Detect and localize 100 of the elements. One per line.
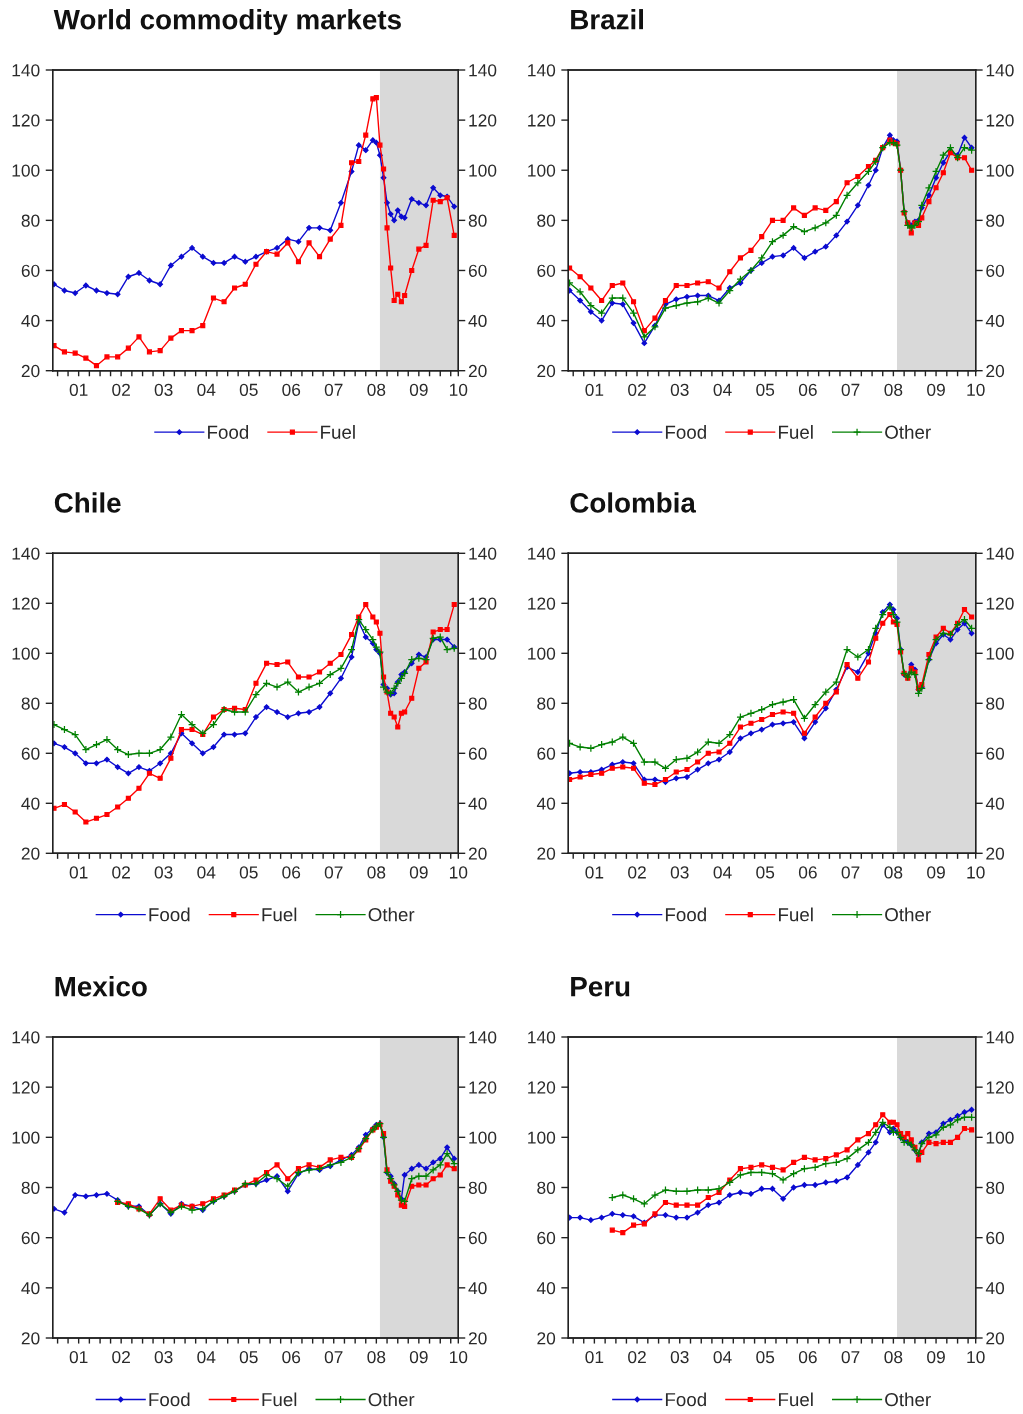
chart-title: Mexico <box>55 976 147 997</box>
y2-tick-label: 20 <box>468 847 487 860</box>
x-tick-label: 04 <box>197 383 216 396</box>
y-tick-label: 20 <box>21 1332 40 1345</box>
x-tick-label: 04 <box>713 383 732 396</box>
y2-tick-label: 20 <box>468 364 487 378</box>
y-tick-label: 100 <box>528 647 556 660</box>
y2-tick-label: 20 <box>986 847 1005 860</box>
x-tick-label: 05 <box>239 866 258 879</box>
legend-label: Other <box>885 907 931 922</box>
y-tick-label: 60 <box>537 747 556 760</box>
x-tick-label: 03 <box>670 1350 689 1364</box>
y-tick-label: 40 <box>21 797 40 810</box>
y-tick-label: 40 <box>536 1282 556 1295</box>
y2-tick-label: 100 <box>986 1131 1014 1144</box>
y2-tick-label: 20 <box>468 1332 487 1345</box>
y2-tick-label: 140 <box>469 64 497 77</box>
y-tick-label: 20 <box>21 364 40 378</box>
y2-tick-label: 80 <box>986 1181 1005 1194</box>
x-tick-label: 03 <box>154 383 173 396</box>
x-tick-label: 10 <box>967 866 985 879</box>
y2-tick-label: 80 <box>986 697 1005 710</box>
x-tick-label: 06 <box>282 866 301 879</box>
y2-tick-label: 60 <box>986 1231 1005 1245</box>
x-tick-label: 04 <box>197 1350 216 1364</box>
legend-label: Fuel <box>779 907 813 922</box>
legend-label: Other <box>885 1392 931 1407</box>
y-tick-label: 60 <box>21 747 40 760</box>
x-tick-label: 07 <box>324 383 343 396</box>
legend-label: Food <box>665 1392 706 1407</box>
y-tick-label: 120 <box>528 1081 556 1094</box>
y-tick-label: 120 <box>12 597 40 610</box>
y-tick-label: 100 <box>528 1131 556 1144</box>
y-tick-label: 120 <box>528 114 556 127</box>
x-tick-label: 04 <box>197 866 216 879</box>
x-tick-label: 01 <box>585 1350 604 1364</box>
legend-label: Fuel <box>779 1392 813 1407</box>
y2-tick-label: 120 <box>986 114 1014 127</box>
y-tick-label: 100 <box>12 647 40 660</box>
y-tick-label: 60 <box>21 1231 40 1245</box>
y-tick-label: 80 <box>537 214 556 227</box>
y-tick-label: 120 <box>528 597 556 610</box>
x-tick-label: 05 <box>239 1350 258 1364</box>
y-tick-label: 40 <box>21 314 40 328</box>
x-tick-label: 02 <box>628 866 646 879</box>
legend-label: Fuel <box>321 425 355 439</box>
y2-tick-label: 20 <box>986 364 1005 378</box>
x-tick-label: 05 <box>239 383 258 396</box>
legend-label: Food <box>208 425 249 439</box>
chart-title: Peru <box>571 977 630 997</box>
y-tick-label: 40 <box>536 797 556 810</box>
x-tick-label: 08 <box>884 383 903 396</box>
x-tick-label: 06 <box>798 866 817 879</box>
legend-label: Food <box>665 907 706 922</box>
x-tick-label: 08 <box>367 1350 386 1364</box>
x-tick-label: 02 <box>628 383 646 396</box>
x-tick-label: 09 <box>409 866 428 879</box>
y-tick-label: 120 <box>12 1081 40 1094</box>
y-tick-label: 120 <box>12 114 40 127</box>
y-tick-label: 60 <box>537 264 556 277</box>
chart-title: Chile <box>54 492 121 513</box>
y2-tick-label: 120 <box>469 1081 497 1094</box>
chart-title: Colombia <box>570 492 697 513</box>
x-tick-label: 05 <box>756 1350 775 1364</box>
y2-tick-label: 120 <box>469 114 497 127</box>
y-tick-label: 20 <box>21 847 40 860</box>
legend-label: Fuel <box>779 425 813 439</box>
y2-tick-label: 120 <box>986 1081 1014 1094</box>
x-tick-label: 09 <box>927 866 945 879</box>
x-tick-label: 08 <box>884 866 903 879</box>
y-tick-label: 100 <box>12 1131 40 1144</box>
x-tick-label: 09 <box>409 383 428 396</box>
x-tick-label: 03 <box>154 866 173 879</box>
x-tick-label: 10 <box>967 383 985 396</box>
y2-tick-label: 100 <box>986 647 1014 660</box>
y2-tick-label: 40 <box>985 1282 1005 1295</box>
x-tick-label: 02 <box>112 1350 130 1364</box>
x-tick-label: 07 <box>841 866 860 879</box>
x-tick-label: 07 <box>841 383 860 396</box>
legend-label: Other <box>885 425 931 439</box>
x-tick-label: 06 <box>798 383 817 396</box>
y2-tick-label: 140 <box>986 1031 1014 1044</box>
x-tick-label: 09 <box>927 383 945 396</box>
y2-tick-label: 100 <box>469 164 497 177</box>
y-tick-label: 80 <box>537 1181 556 1194</box>
x-tick-label: 03 <box>670 866 689 879</box>
y2-tick-label: 80 <box>468 1181 487 1194</box>
x-tick-label: 06 <box>282 383 301 396</box>
y-tick-label: 60 <box>537 1231 556 1245</box>
x-tick-label: 07 <box>324 1350 343 1364</box>
x-tick-label: 05 <box>756 866 775 879</box>
y-tick-label: 20 <box>537 364 556 378</box>
y2-tick-label: 40 <box>468 797 487 810</box>
x-tick-label: 10 <box>967 1350 985 1364</box>
y2-tick-label: 140 <box>986 547 1014 560</box>
y-tick-label: 20 <box>537 847 556 860</box>
chart-title: Brazil <box>571 9 643 30</box>
legend-label: Fuel <box>262 907 297 922</box>
y2-tick-label: 80 <box>468 214 487 227</box>
x-tick-label: 08 <box>884 1350 903 1364</box>
